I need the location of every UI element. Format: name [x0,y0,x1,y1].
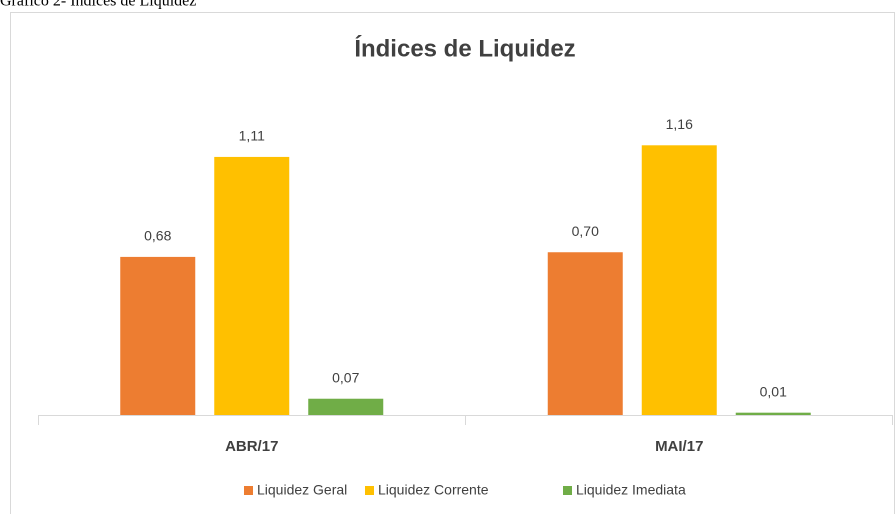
caption: Gráfico 2- Índices de Liquidez [0,0,196,10]
bar [641,145,717,416]
bar [547,252,623,415]
data-label: 0,70 [572,223,599,239]
legend-label: Liquidez Geral [257,482,347,498]
data-label: 1,11 [239,128,265,144]
legend-label: Liquidez Imediata [576,482,686,498]
bar [214,156,290,416]
legend-swatch [365,486,374,495]
bar [120,256,196,415]
bar [735,412,811,415]
data-label: 0,07 [332,369,359,385]
legend-swatch [563,486,572,495]
legend-label: Liquidez Corrente [378,482,489,498]
bar [308,398,384,415]
chart-title: Índices de Liquidez [354,34,575,62]
x-tick-label: MAI/17 [655,438,703,455]
x-tick-label: ABR/17 [225,438,278,455]
legend-swatch [244,486,253,495]
data-label: 1,16 [666,116,693,132]
data-label: 0,01 [760,383,787,399]
data-label: 0,68 [144,228,171,244]
